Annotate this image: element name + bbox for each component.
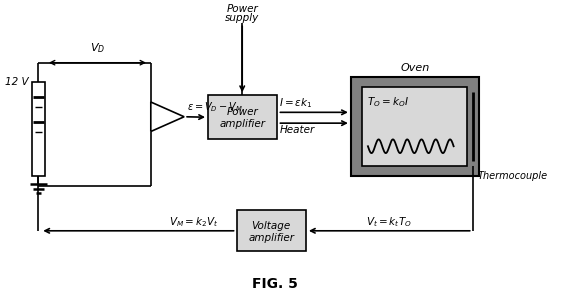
FancyBboxPatch shape — [362, 87, 467, 166]
Text: Oven: Oven — [401, 63, 430, 72]
Text: Power: Power — [226, 4, 258, 14]
Text: Thermocouple: Thermocouple — [477, 171, 548, 181]
Text: $V_D$: $V_D$ — [90, 41, 105, 55]
Text: 12 V: 12 V — [5, 77, 29, 87]
FancyBboxPatch shape — [208, 95, 278, 139]
FancyBboxPatch shape — [32, 82, 45, 176]
Text: $I = \varepsilon k_1$: $I = \varepsilon k_1$ — [279, 97, 312, 110]
Text: $V_t = k_t T_O$: $V_t = k_t T_O$ — [366, 215, 412, 229]
Text: $T_O = k_O I$: $T_O = k_O I$ — [367, 95, 409, 109]
Text: $V_M = k_2 V_t$: $V_M = k_2 V_t$ — [169, 215, 218, 229]
FancyBboxPatch shape — [351, 77, 479, 176]
FancyBboxPatch shape — [237, 210, 306, 252]
Text: Power: Power — [227, 107, 259, 117]
Text: amplifier: amplifier — [249, 233, 295, 243]
Text: Voltage: Voltage — [252, 221, 291, 231]
Text: $\varepsilon = V_D - V_M$: $\varepsilon = V_D - V_M$ — [187, 100, 243, 114]
Text: FIG. 5: FIG. 5 — [252, 277, 297, 291]
Text: supply: supply — [225, 13, 259, 23]
Text: Heater: Heater — [279, 125, 315, 135]
Text: amplifier: amplifier — [220, 119, 266, 129]
